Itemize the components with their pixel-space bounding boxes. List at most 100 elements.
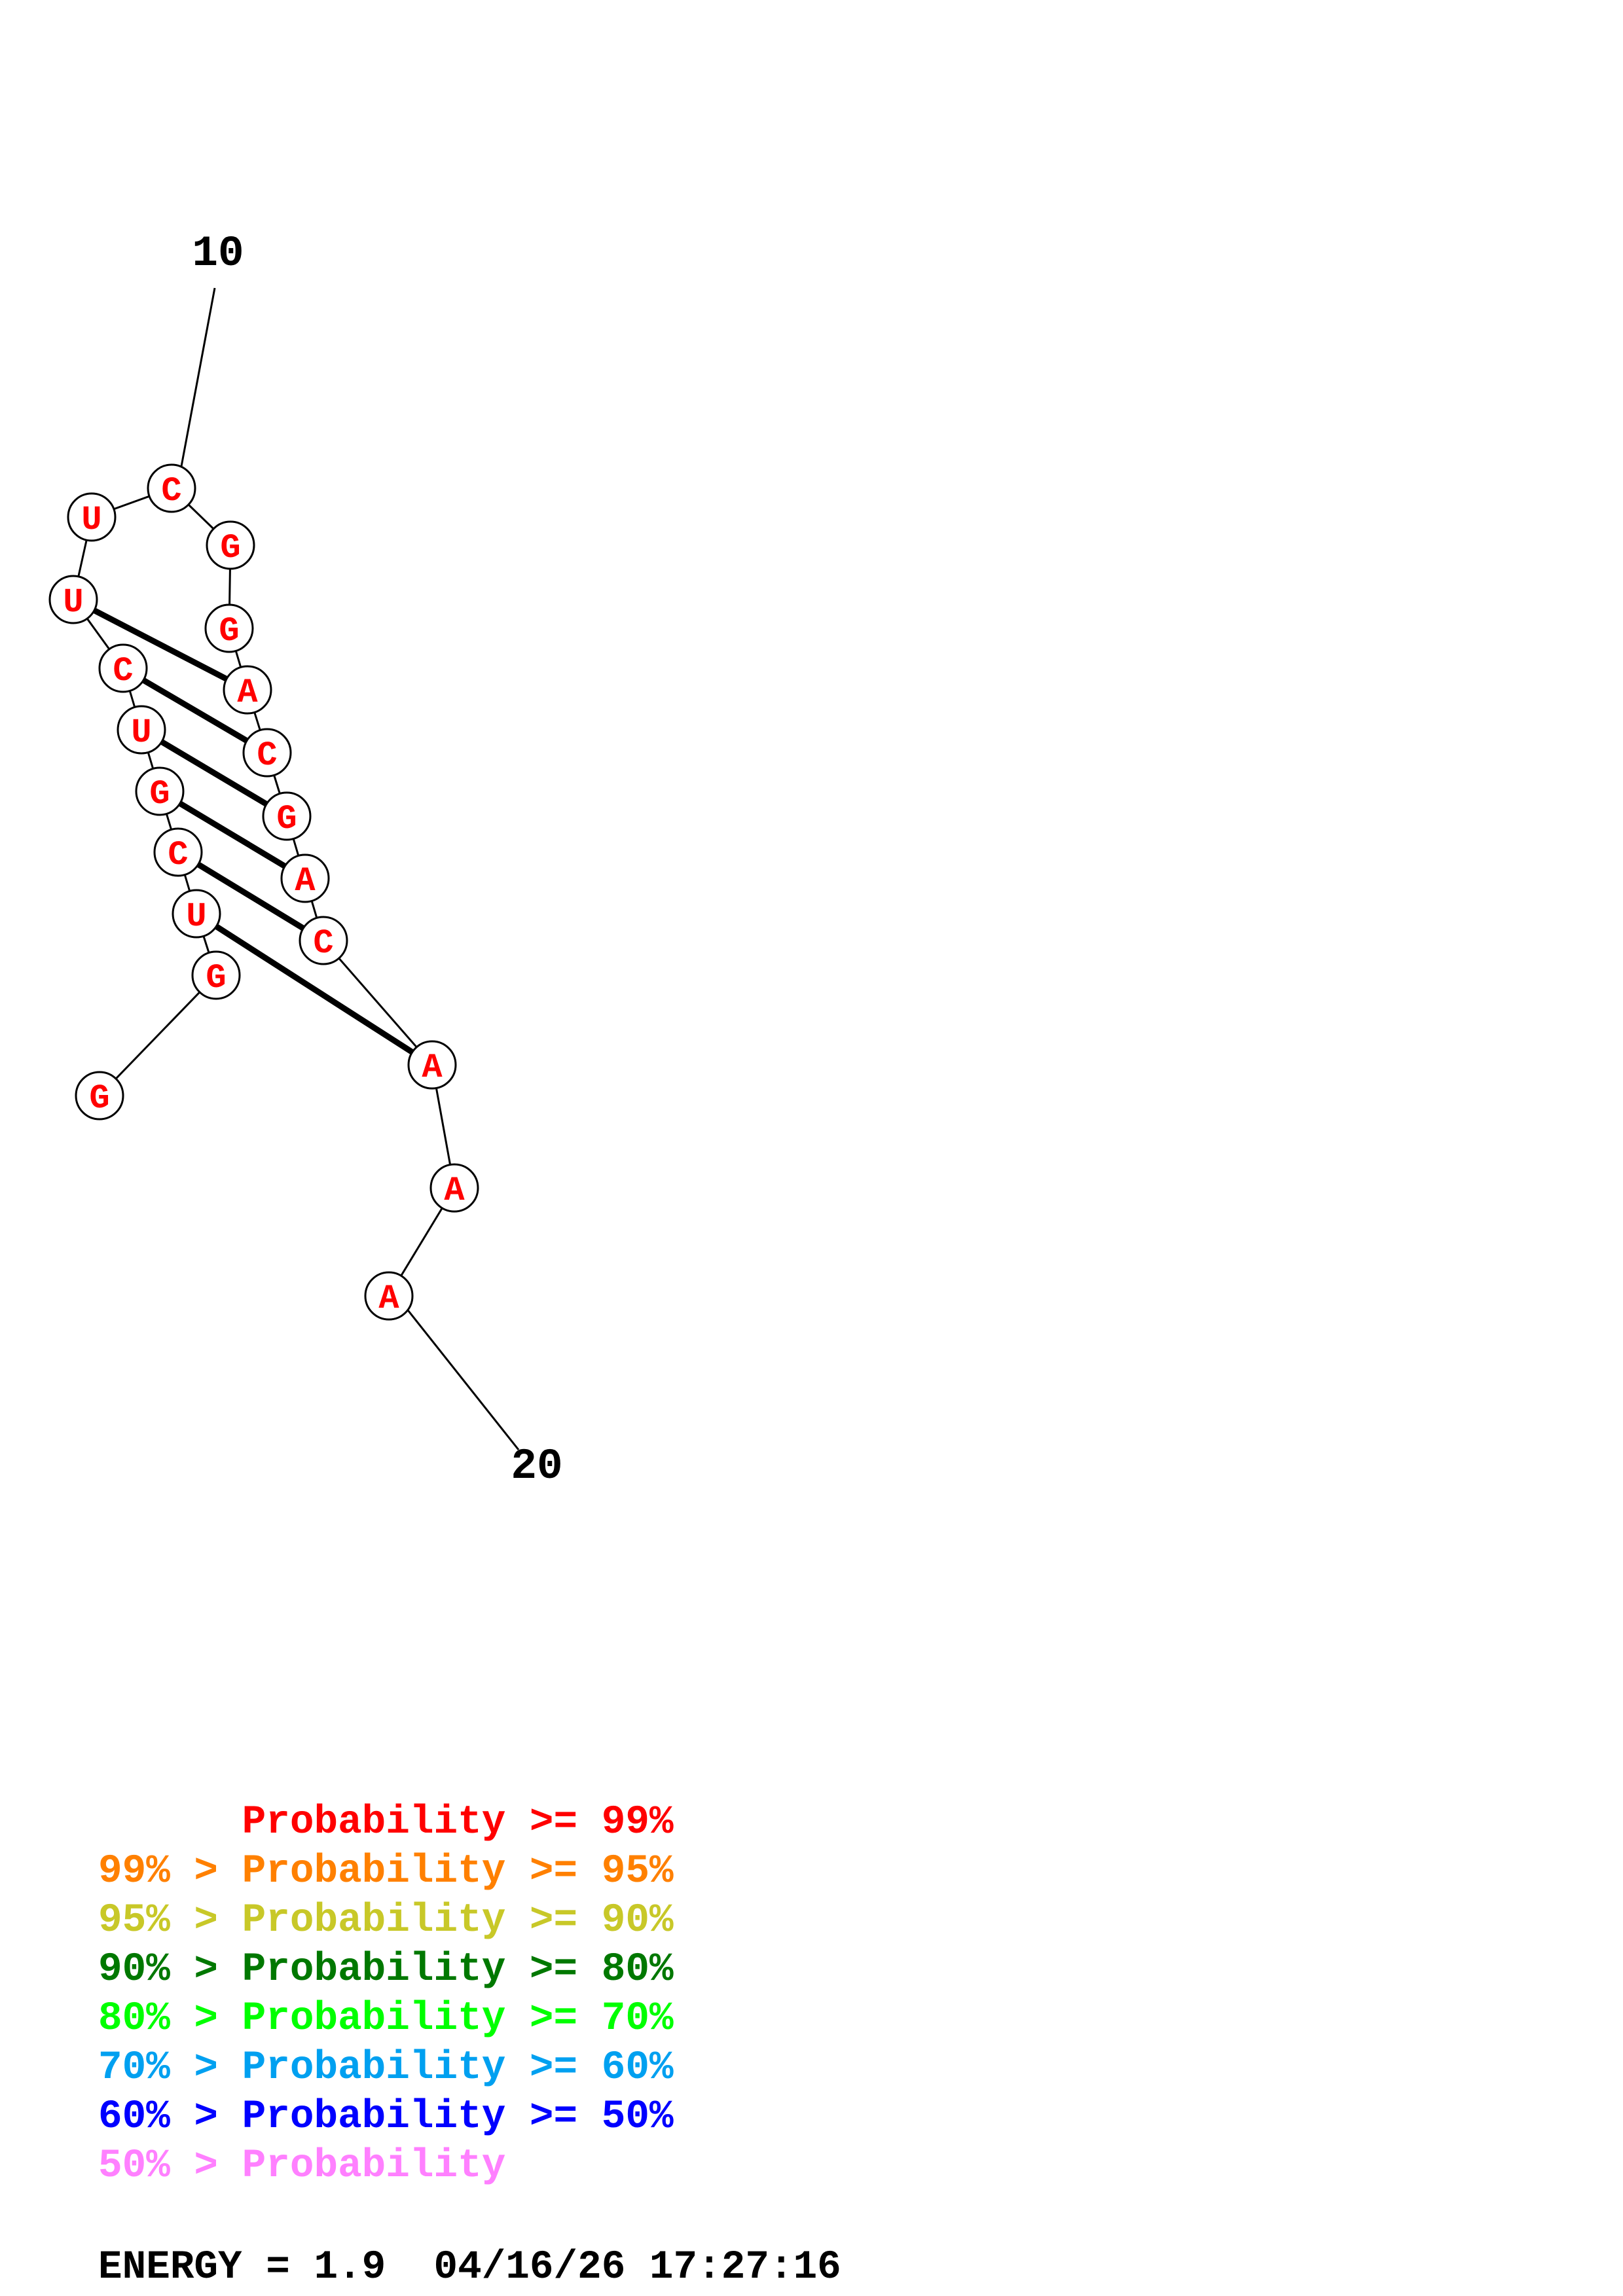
nucleotide-node: A	[280, 853, 330, 903]
nucleotide-letter: A	[422, 1049, 443, 1087]
nucleotide-node: A	[223, 665, 272, 715]
position-marker-line	[175, 287, 216, 492]
nucleotide-circle	[67, 492, 117, 542]
legend-row-prefix: 90% >	[98, 1947, 242, 1992]
nucleotide-circle	[117, 705, 166, 755]
nucleotide-node: G	[75, 1071, 124, 1121]
nucleotide-circle	[242, 728, 292, 778]
nucleotide-circle	[206, 520, 255, 570]
legend-row-prefix: 60% >	[98, 2094, 242, 2140]
nucleotide-circle	[135, 766, 185, 816]
legend-row: 80% > Probability >= 70%	[98, 1996, 674, 2041]
legend-row: 99% > Probability >= 95%	[98, 1849, 674, 1894]
nucleotide-node: C	[147, 463, 196, 513]
nucleotide-node: U	[172, 889, 221, 939]
nucleotide-letter: A	[295, 862, 316, 901]
nucleotide-letter: A	[237, 673, 258, 712]
nucleotide-circle	[191, 950, 241, 1000]
legend-row-label: Probability >= 95%	[242, 1849, 674, 1894]
nucleotide-node: C	[299, 916, 348, 965]
nucleotide-circle	[153, 827, 203, 877]
legend-row-label: Probability >= 60%	[242, 2045, 674, 2090]
base-pair-bond	[176, 850, 325, 943]
legend-row: 60% > Probability >= 50%	[98, 2094, 674, 2140]
position-marker-label: 10	[192, 229, 244, 278]
legend-row-prefix: 95% >	[98, 1898, 242, 1943]
nucleotide-node: G	[204, 603, 254, 653]
nucleotide-letter: U	[131, 713, 151, 752]
legend-row: 70% > Probability >= 60%	[98, 2045, 674, 2090]
nucleotide-node: C	[98, 643, 148, 693]
nucleotide-letter: C	[113, 652, 133, 691]
nucleotide-circle	[172, 889, 221, 939]
legend-row-prefix: 50% >	[98, 2144, 242, 2189]
nucleotide-circle	[429, 1163, 479, 1213]
nucleotide-letter: U	[186, 897, 206, 936]
nucleotide-letter: C	[257, 736, 277, 775]
nucleotide-circle	[75, 1071, 124, 1121]
nucleotide-circle	[98, 643, 148, 693]
legend-row-prefix: 70% >	[98, 2045, 242, 2090]
energy-and-timestamp: ENERGY = 1.9 04/16/26 17:27:16	[98, 2245, 841, 2290]
nucleotide-circle	[48, 575, 98, 624]
nucleotide-node: A	[407, 1040, 457, 1090]
probability-legend: Probability >= 99%99% > Probability >= 9…	[98, 1800, 674, 2189]
legend-row: 90% > Probability >= 80%	[98, 1947, 674, 1992]
nucleotide-node: U	[48, 575, 98, 624]
base-pair-layer	[71, 597, 434, 1067]
nucleotide-node: G	[191, 950, 241, 1000]
nucleotide-node: U	[117, 705, 166, 755]
base-pair-bond	[158, 789, 307, 881]
nucleotide-letter: G	[89, 1079, 109, 1118]
nucleotide-node: A	[364, 1271, 414, 1321]
legend-row-label: Probability >= 80%	[242, 1947, 674, 1992]
nucleotide-circle	[364, 1271, 414, 1321]
legend-row: 95% > Probability >= 90%	[98, 1898, 674, 1943]
nucleotide-node: U	[67, 492, 117, 542]
backbone-link	[98, 974, 217, 1097]
nucleotide-letter: A	[378, 1280, 399, 1318]
position-marker-label: 20	[511, 1442, 562, 1491]
base-pair-bond	[121, 666, 269, 755]
nucleotide-letter: G	[206, 959, 226, 997]
legend-row-prefix: 80% >	[98, 1996, 242, 2041]
legend-row-prefix	[98, 1800, 242, 1845]
nucleotide-node: C	[153, 827, 203, 877]
legend-row-label: Probability	[242, 2144, 506, 2189]
legend-row: 50% > Probability	[98, 2144, 505, 2189]
legend-row-label: Probability >= 50%	[242, 2094, 674, 2140]
nucleotide-node: C	[242, 728, 292, 778]
nucleotide-letter: G	[219, 612, 239, 651]
nucleotide-letter: C	[313, 924, 333, 963]
nucleotide-letter: U	[81, 501, 101, 539]
legend-row-prefix: 99% >	[98, 1849, 242, 1894]
nucleotide-node: G	[262, 791, 312, 841]
nucleotide-circle	[407, 1040, 457, 1090]
nucleotide-letter: U	[63, 583, 83, 622]
nucleotide-node: G	[135, 766, 185, 816]
nucleotide-letter: A	[444, 1172, 465, 1210]
nucleotide-letter: G	[276, 800, 297, 838]
nucleotide-letter: C	[161, 472, 181, 511]
nucleotide-letter: G	[149, 775, 170, 814]
legend-row-label: Probability >= 70%	[242, 1996, 674, 2041]
position-marker-line	[405, 1307, 520, 1450]
position-marker-layer: 10 20	[175, 229, 563, 1491]
base-pair-bond	[194, 911, 434, 1067]
legend-row: Probability >= 99%	[98, 1800, 674, 1845]
nucleotide-circle	[262, 791, 312, 841]
legend-row-label: Probability >= 90%	[242, 1898, 674, 1943]
nucleotide-circle	[204, 603, 254, 653]
nucleotide-letter: G	[220, 529, 240, 567]
base-pair-bond	[139, 727, 289, 819]
backbone-link	[322, 940, 433, 1066]
nucleotide-circle	[223, 665, 272, 715]
nucleotide-node: A	[429, 1163, 479, 1213]
nucleotide-letter: C	[168, 836, 188, 874]
nucleotide-circle	[147, 463, 196, 513]
backbone-layer	[72, 487, 456, 1297]
base-pair-bond	[71, 597, 249, 692]
legend-row-label: Probability >= 99%	[242, 1800, 674, 1845]
